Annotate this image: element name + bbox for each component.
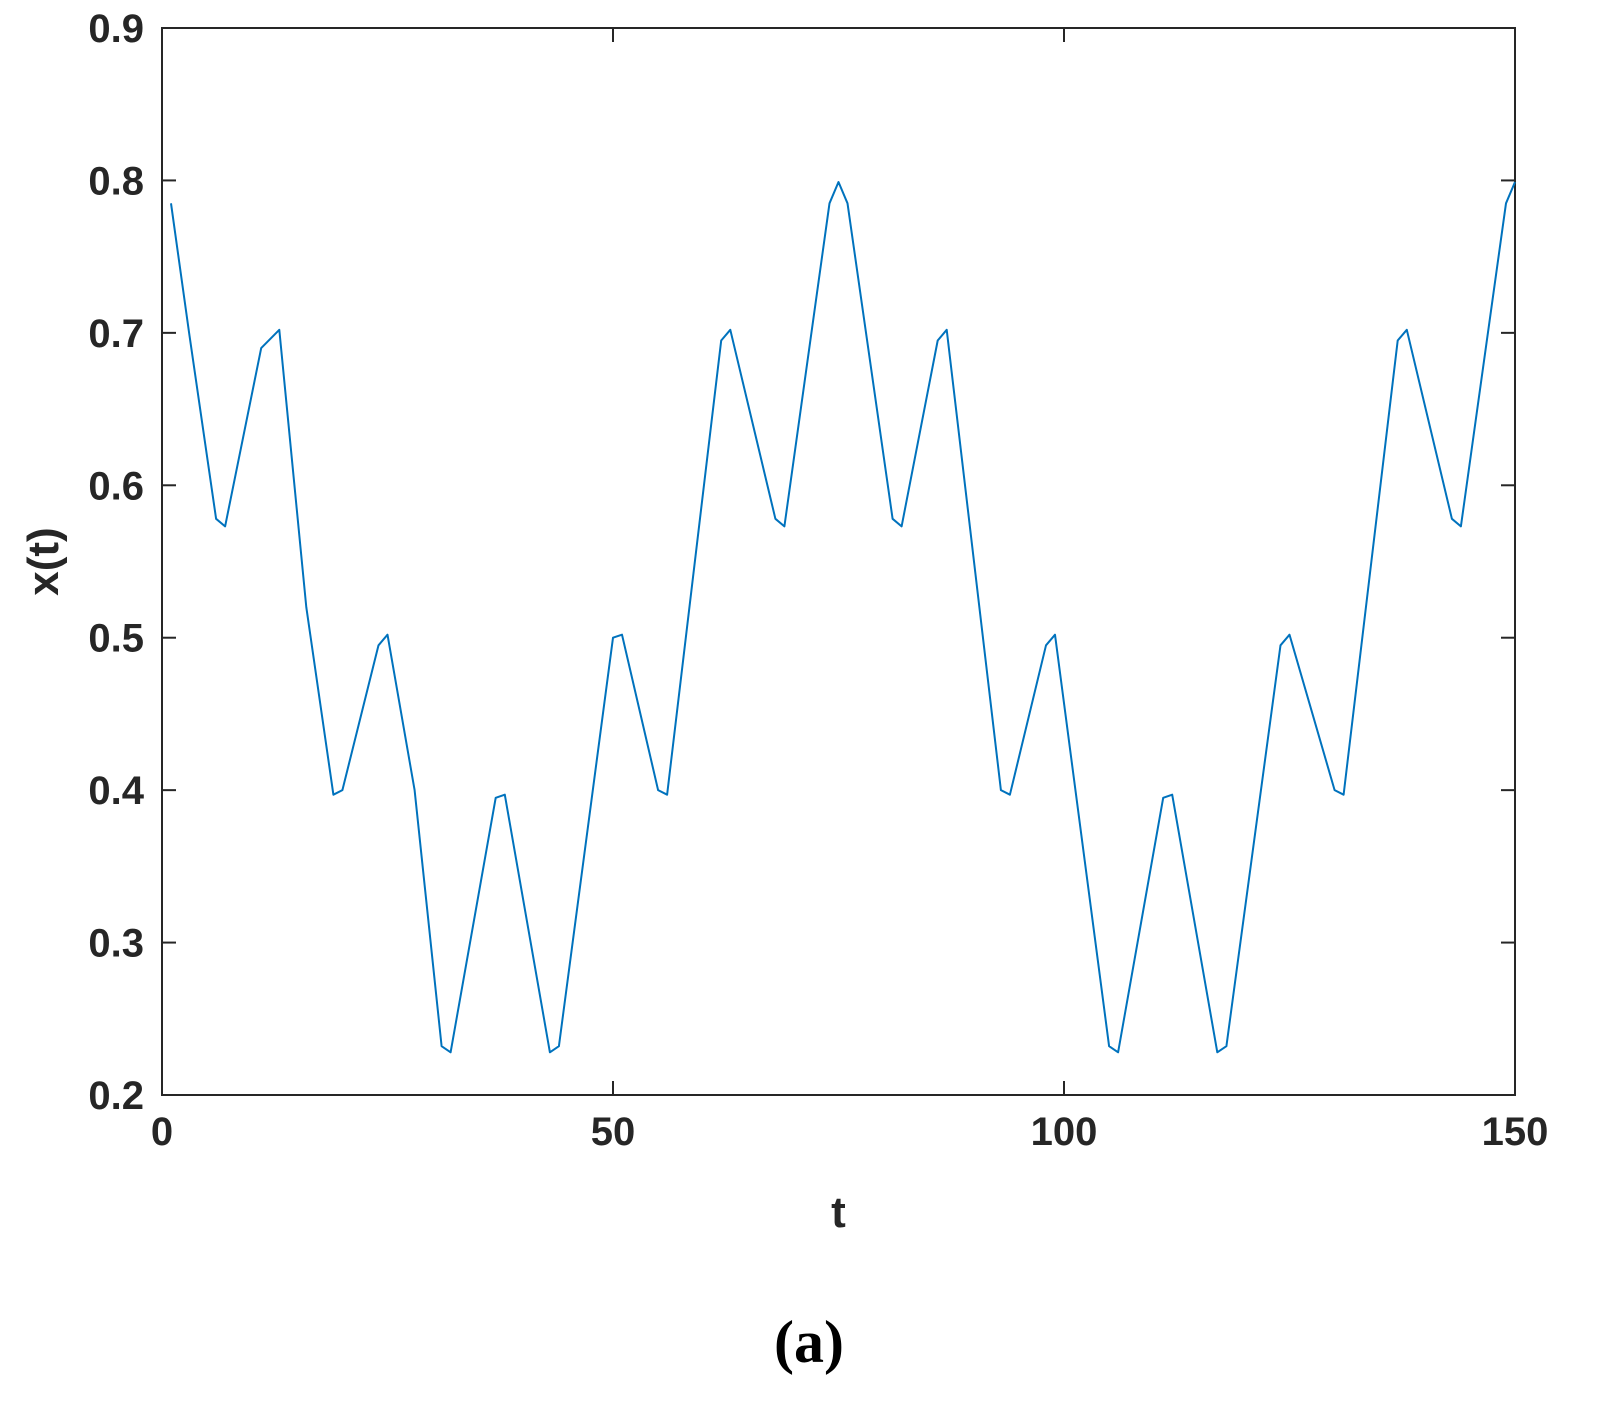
x-tick-label: 150 [1482,1110,1549,1154]
y-axis-label: x(t) [19,527,68,595]
y-tick-label: 0.7 [88,312,144,356]
y-tick-label: 0.8 [88,159,144,203]
x-tick-label: 100 [1031,1110,1098,1154]
y-tick-label: 0.6 [88,464,144,508]
x-tick-label: 0 [151,1110,173,1154]
y-tick-label: 0.9 [88,7,144,51]
y-tick-label: 0.5 [88,617,144,661]
axes-box [161,27,1516,1096]
y-axis-ticks: 0.2 0.3 0.4 0.5 0.6 0.7 0.8 0.9 [88,7,1515,1118]
x-axis-label: t [831,1188,846,1237]
plot-area: 0 50 100 150 0.2 0.3 0.4 0.5 0.6 0.7 0.8 0.9 [88,7,1548,1154]
y-tick-label: 0.2 [88,1074,144,1118]
x-axis-ticks: 0 50 100 150 [151,28,1549,1154]
x-tick-label: 50 [591,1110,636,1154]
series-line [170,181,1516,1054]
y-tick-label: 0.4 [88,769,144,813]
y-tick-label: 0.3 [88,922,144,966]
figure-caption: (a) [774,1309,844,1375]
